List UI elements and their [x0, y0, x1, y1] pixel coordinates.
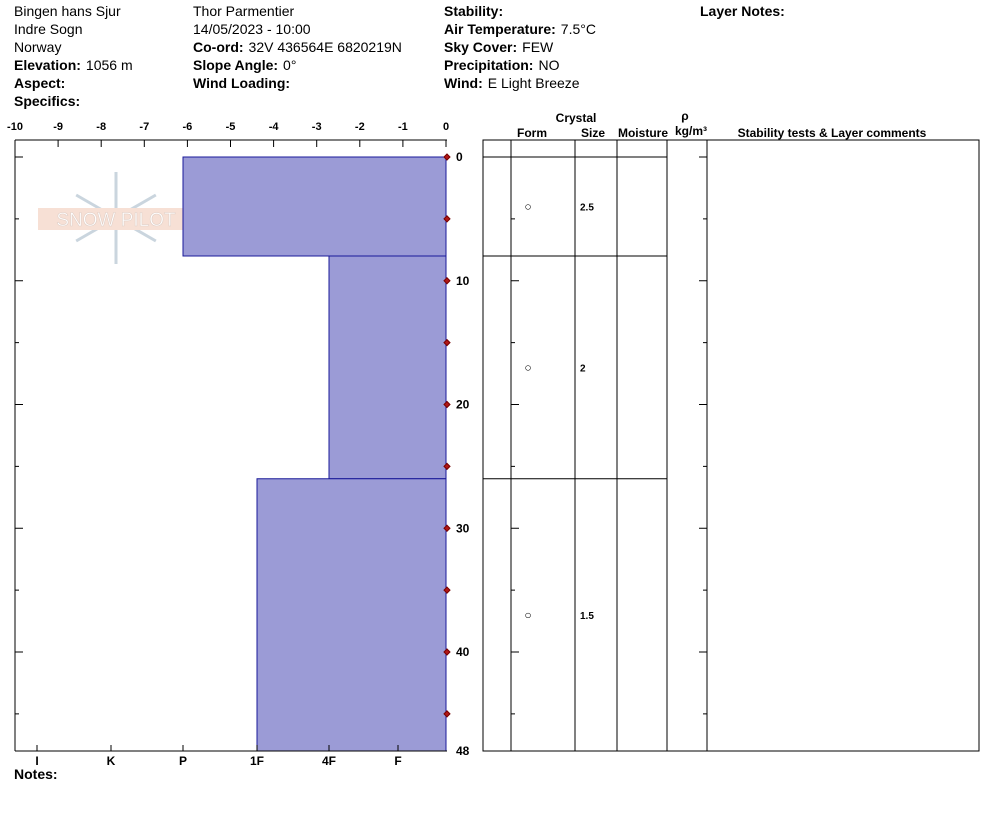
field-value: NO	[538, 57, 560, 73]
field-label: Specifics:	[14, 93, 81, 109]
hardness-label: 1F	[250, 754, 264, 768]
header-field: Sky Cover: FEW	[444, 39, 553, 55]
field-value: Thor Parmentier	[193, 3, 295, 19]
temp-tick-label: -4	[269, 121, 280, 133]
depth-tick-label: 10	[456, 274, 470, 288]
hardness-bar	[256, 478, 447, 752]
grain-size: 1.5	[580, 611, 594, 622]
temp-tick-label: -3	[312, 121, 322, 133]
hardness-bar	[328, 255, 447, 480]
temperature-point	[443, 524, 451, 532]
temp-tick-label: -2	[355, 121, 365, 133]
header-field: Wind Loading:	[193, 75, 295, 91]
header-field: Precipitation: NO	[444, 57, 559, 73]
temperature-point	[443, 338, 451, 347]
field-value: 7.5°C	[560, 21, 596, 37]
column-header: ρ	[681, 109, 688, 123]
field-value: 14/05/2023 - 10:00	[193, 21, 311, 37]
field-label: Stability:	[444, 3, 504, 19]
header-field: Elevation: 1056 m	[14, 57, 133, 73]
field-label: Sky Cover:	[444, 39, 518, 55]
notes-label: Notes:	[14, 766, 58, 782]
temperature-point	[443, 586, 451, 594]
column-header: Form	[517, 126, 547, 140]
field-value: 0°	[283, 57, 297, 73]
depth-tick-label: 20	[456, 398, 470, 412]
temperature-point	[443, 710, 451, 718]
header-field: Specifics:	[14, 93, 85, 109]
field-label: Air Temperature:	[444, 21, 556, 37]
logo: SNOW PILOT	[38, 172, 194, 264]
temperature-point	[443, 400, 451, 409]
temperature-point	[443, 277, 451, 285]
header-field: Indre Sogn	[14, 21, 83, 37]
temp-tick-label: -5	[226, 121, 236, 133]
field-value: FEW	[522, 39, 554, 55]
column-header: Moisture	[618, 126, 668, 140]
header-field: Aspect:	[14, 75, 70, 91]
grain-size: 2.5	[580, 203, 594, 214]
column-header: Size	[581, 126, 605, 140]
header-field: Air Temperature: 7.5°C	[444, 21, 596, 37]
grain-form: ○	[524, 200, 531, 214]
hardness-label: F	[394, 754, 401, 768]
depth-tick-label: 30	[456, 521, 470, 535]
grain-size: 2	[580, 363, 586, 374]
temperature-point	[443, 153, 451, 161]
field-value: Indre Sogn	[14, 21, 83, 37]
header-field: 14/05/2023 - 10:00	[193, 21, 311, 37]
depth-tick-label: 48	[456, 744, 470, 758]
field-label: Aspect:	[14, 75, 66, 91]
column-header: Crystal	[556, 111, 597, 125]
temp-tick-label: -1	[398, 121, 408, 133]
logo-band	[38, 208, 194, 230]
table-frame	[482, 139, 980, 752]
column-header: Stability tests & Layer comments	[738, 126, 927, 140]
temp-tick-label: -10	[7, 121, 23, 133]
header-field: Bingen hans Sjur	[14, 3, 121, 19]
header-field: Wind: E Light Breeze	[444, 75, 580, 91]
temperature-point	[443, 462, 451, 471]
field-label: Wind Loading:	[193, 75, 291, 91]
temperature-point	[443, 215, 451, 223]
header-field: Slope Angle: 0°	[193, 57, 296, 73]
temp-tick-label: -7	[139, 121, 149, 133]
field-value: Norway	[14, 39, 62, 55]
depth-tick-label: 0	[456, 150, 463, 164]
field-label: Elevation:	[14, 57, 81, 73]
field-value: 1056 m	[85, 57, 133, 73]
hardness-label: P	[179, 754, 187, 768]
hardness-bar	[182, 156, 447, 257]
hardness-label: 4F	[322, 754, 336, 768]
hardness-label: K	[107, 754, 116, 768]
field-label: Slope Angle:	[193, 57, 279, 73]
header-field: Co-ord: 32V 436564E 6820219N	[193, 39, 402, 55]
header-field: Stability:	[444, 3, 508, 19]
header-field: Norway	[14, 39, 61, 55]
field-value: 32V 436564E 6820219N	[248, 39, 402, 55]
hardness-label: I	[35, 754, 38, 768]
temperature-point	[443, 648, 451, 656]
field-value: Bingen hans Sjur	[14, 3, 121, 19]
field-label: Wind:	[444, 75, 483, 91]
grain-form: ○	[524, 608, 531, 622]
column-header: kg/m³	[675, 124, 707, 138]
logo-text: SNOW PILOT	[56, 210, 176, 231]
header-field: Layer Notes:	[700, 3, 790, 19]
depth-tick-label: 40	[456, 645, 470, 659]
field-label: Layer Notes:	[700, 3, 785, 19]
field-label: Co-ord:	[193, 39, 244, 55]
temp-tick-label: -9	[53, 121, 63, 133]
temp-tick-label: 0	[443, 121, 449, 133]
grain-form: ○	[524, 360, 531, 374]
field-label: Precipitation:	[444, 57, 534, 73]
temp-tick-label: -8	[96, 121, 106, 133]
temp-tick-label: -6	[183, 121, 193, 133]
header-field: Thor Parmentier	[193, 3, 294, 19]
field-value: E Light Breeze	[487, 75, 580, 91]
